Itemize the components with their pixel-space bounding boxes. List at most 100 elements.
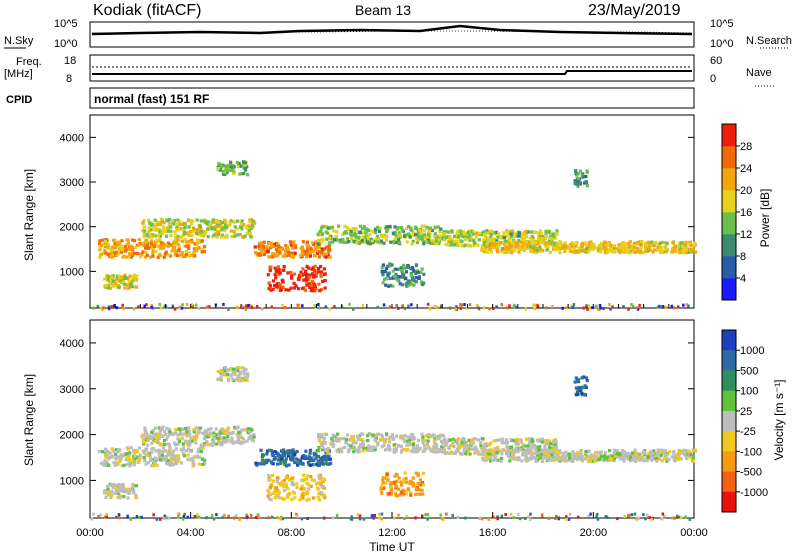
velocity-cell — [488, 443, 492, 447]
velocity-cell — [154, 432, 158, 436]
velocity-clutter-cell — [356, 513, 360, 517]
power-cell — [547, 230, 551, 234]
velocity-cell — [223, 366, 228, 370]
power-cell — [387, 271, 391, 275]
velocity-cell — [313, 453, 317, 457]
power-cell — [206, 227, 210, 231]
velocity-cell — [165, 426, 169, 430]
power-clutter-cell — [403, 306, 407, 310]
power-cell — [318, 289, 322, 293]
power-cell — [499, 240, 503, 245]
power-clutter-cell — [591, 306, 594, 310]
power-clutter-cell — [508, 304, 511, 308]
power-cell — [106, 286, 110, 290]
velocity-clutter-cell — [92, 512, 95, 516]
power-cell — [167, 217, 171, 222]
velocity-cell — [228, 431, 232, 435]
power-clutter-cell — [505, 306, 509, 310]
power-cell — [166, 229, 170, 233]
power-clutter-cell — [611, 305, 614, 309]
power-cell — [245, 165, 249, 169]
power-cell — [160, 220, 164, 224]
power-cell — [583, 241, 587, 245]
power-clutter-cell — [608, 303, 611, 306]
power-cell — [310, 267, 314, 271]
power-cell — [277, 245, 281, 249]
power-clutter-cell — [476, 304, 479, 308]
velocity-cell — [437, 437, 441, 441]
power-cell — [165, 234, 169, 238]
x-tick-label: 16:00 — [479, 527, 507, 539]
power-cell — [233, 234, 237, 238]
velocity-cell — [597, 457, 602, 461]
velocity-cell — [195, 454, 199, 458]
power-cell — [120, 275, 124, 279]
power-cell — [135, 251, 140, 256]
velocity-cell — [620, 453, 624, 458]
power-cell — [282, 268, 286, 272]
power-cell — [315, 246, 319, 251]
velocity-cell — [231, 431, 235, 435]
velocity-cell — [509, 438, 513, 442]
power-cell — [396, 278, 400, 282]
power-cell — [155, 223, 159, 227]
power-cell — [125, 283, 129, 287]
velocity-cell — [535, 453, 540, 457]
velocity-cell — [587, 454, 591, 458]
power-cell — [575, 173, 579, 177]
velocity-cell — [225, 438, 229, 442]
power-cell — [186, 233, 190, 237]
velocity-cell — [618, 453, 622, 457]
power-cell — [420, 267, 424, 271]
power-cell — [211, 218, 215, 222]
power-cell — [131, 238, 135, 242]
velocity-cell — [187, 426, 191, 430]
power-cell — [174, 234, 178, 238]
power-clutter-cell — [145, 303, 148, 307]
power-clutter-cell — [455, 305, 458, 309]
velocity-cell — [171, 452, 175, 456]
power-cell — [284, 288, 288, 292]
power-clutter-cell — [160, 306, 163, 310]
power-clutter-cell — [435, 305, 439, 309]
velocity-clutter-cell — [445, 512, 448, 516]
velocity-cell — [568, 455, 572, 459]
velocity-cell — [560, 454, 565, 458]
velocity-cell — [242, 369, 246, 373]
power-clutter-cell — [482, 306, 486, 310]
velocity-cell — [347, 448, 351, 452]
velocity-cell — [442, 448, 446, 452]
power-cell — [673, 244, 677, 248]
power-cell — [450, 230, 454, 234]
power-clutter-cell — [150, 304, 154, 307]
power-cell — [437, 238, 441, 242]
power-cell — [443, 232, 447, 236]
velocity-cell — [248, 427, 252, 431]
velocity-cell — [266, 449, 270, 453]
power-cell — [202, 245, 207, 249]
power-cell — [584, 174, 588, 179]
power-clutter-cell — [638, 303, 641, 307]
velocity-cell — [547, 439, 551, 443]
power-cell — [490, 231, 494, 235]
nave-label: Nave — [746, 67, 772, 79]
power-clutter-cell — [245, 304, 248, 308]
power-cell — [158, 253, 162, 257]
velocity-cell — [112, 461, 116, 465]
velocity-cell — [274, 494, 279, 498]
power-cell — [267, 255, 271, 259]
power-cell — [692, 244, 697, 248]
power-cell — [408, 235, 412, 239]
velocity-cell — [244, 368, 248, 372]
power-cell — [622, 250, 626, 254]
velocity-cell — [181, 451, 185, 455]
power-cell — [496, 249, 500, 253]
power-cell — [153, 228, 158, 232]
velocity-cell — [273, 496, 277, 500]
velocity-cell — [222, 436, 226, 440]
freq-tick-top: 18 — [64, 55, 76, 67]
power-cell — [162, 246, 166, 250]
velocity-cell — [280, 454, 284, 458]
velocity-cell — [243, 376, 247, 380]
velocity-cell — [160, 453, 164, 457]
